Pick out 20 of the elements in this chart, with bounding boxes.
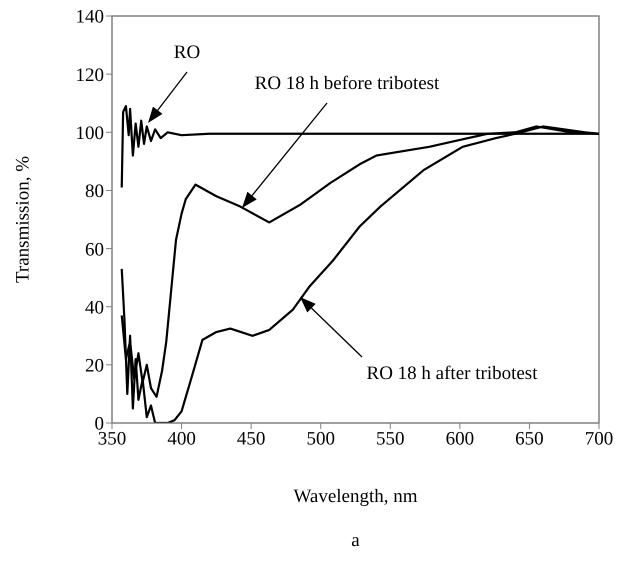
text: a bbox=[350, 530, 361, 552]
x-axis-title: Wavelength, nm bbox=[293, 486, 418, 507]
x-tick-label: 700 bbox=[584, 428, 614, 450]
y-tick-label: 100 bbox=[76, 123, 104, 144]
y-axis-title: Transmission, % bbox=[12, 156, 34, 284]
y-tick-label: 80 bbox=[85, 181, 104, 202]
annotation: RO 18 h after tribotest bbox=[366, 363, 538, 384]
y-tick-label: 20 bbox=[85, 356, 104, 377]
y-tick-label: 40 bbox=[85, 297, 104, 318]
y-tick-label: 120 bbox=[76, 64, 104, 86]
annotation: RO 18 h before tribotest bbox=[254, 73, 440, 94]
y-tick-label: 140 bbox=[76, 6, 104, 28]
x-tick-label: 600 bbox=[446, 428, 474, 450]
x-tick-label: 450 bbox=[236, 428, 266, 450]
x-tick-label: 550 bbox=[376, 428, 405, 450]
annotation: RO bbox=[174, 42, 200, 63]
y-tick-label: 60 bbox=[85, 239, 104, 260]
x-tick-label: 400 bbox=[167, 428, 196, 450]
x-tick-label: 650 bbox=[515, 428, 544, 450]
x-tick-label: 500 bbox=[306, 428, 335, 450]
